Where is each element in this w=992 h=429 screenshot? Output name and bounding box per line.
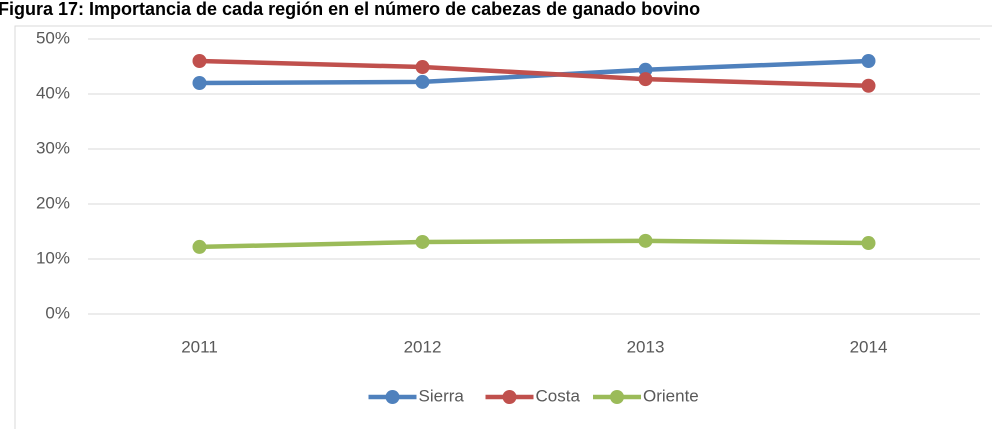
data-point — [415, 74, 430, 89]
data-point — [638, 233, 653, 248]
chart-title: Figura 17: Importancia de cada región en… — [0, 0, 700, 19]
series-line — [199, 58, 869, 86]
legend-label: Sierra — [419, 386, 465, 405]
y-tick-label: 40% — [36, 83, 70, 102]
x-tick-label: 2011 — [181, 337, 218, 356]
y-tick-label: 0% — [45, 303, 70, 322]
y-tick-label: 20% — [36, 193, 70, 212]
y-tick-label: 30% — [36, 138, 70, 157]
data-point — [192, 76, 207, 90]
y-tick-label: 50% — [36, 28, 70, 47]
x-tick-label: 2012 — [404, 337, 442, 356]
legend-marker — [385, 390, 400, 404]
series-line — [199, 238, 869, 250]
series-line — [199, 58, 869, 88]
legend-label: Oriente — [643, 386, 699, 405]
data-point — [415, 60, 430, 75]
data-point — [861, 78, 876, 93]
data-point — [861, 236, 876, 251]
data-point — [861, 54, 876, 68]
data-point — [192, 239, 207, 254]
y-tick-label: 10% — [36, 248, 70, 267]
data-point — [638, 72, 653, 87]
x-tick-label: 2014 — [850, 337, 888, 356]
legend-marker — [502, 390, 517, 404]
data-point — [192, 54, 207, 68]
chart-frame — [14, 25, 992, 429]
legend-label: Costa — [536, 386, 581, 405]
x-tick-label: 2013 — [627, 337, 665, 356]
legend-marker — [610, 390, 624, 404]
data-point — [415, 234, 430, 249]
